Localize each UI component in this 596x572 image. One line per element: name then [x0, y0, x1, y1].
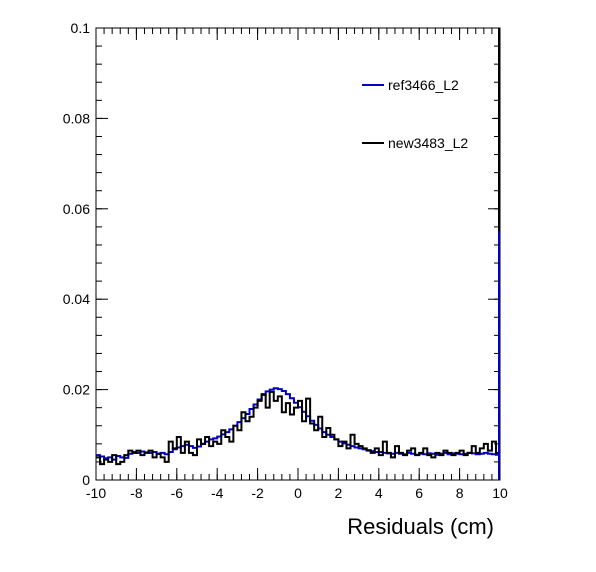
- x-axis-title: Residuals (cm): [347, 514, 494, 539]
- legend-label-ref: ref3466_L2: [388, 77, 459, 93]
- x-tick-label: -4: [211, 485, 224, 501]
- y-tick-label: 0.04: [63, 291, 90, 307]
- y-tick-label: 0.02: [63, 382, 90, 398]
- legend: ref3466_L2 new3483_L2: [356, 72, 492, 172]
- y-tick-label: 0.08: [63, 110, 90, 126]
- y-tick-label: 0: [82, 472, 90, 488]
- x-tick-label: 10: [492, 485, 508, 501]
- x-tick-label: 8: [456, 485, 464, 501]
- series-new3483_L2: [96, 390, 500, 466]
- axes-layer: -10 -8 -6 -4 -2 0 2 4 6 8 10 0 0.02 0.04 0.06 0.08 0.1: [63, 20, 508, 501]
- legend-label-new: new3483_L2: [388, 135, 468, 151]
- x-tick-label: -2: [251, 485, 264, 501]
- x-tick-label: -8: [130, 485, 143, 501]
- legend-box: [356, 72, 492, 172]
- x-tick-label: 4: [375, 485, 383, 501]
- y-tick-label: 0.06: [63, 201, 90, 217]
- x-tick-label: -6: [171, 485, 184, 501]
- x-tick-label: 6: [415, 485, 423, 501]
- y-tick-label: 0.1: [71, 20, 91, 36]
- x-tick-label: 2: [335, 485, 343, 501]
- x-tick-label: 0: [294, 485, 302, 501]
- histogram-layer: [96, 28, 500, 480]
- x-tick-label: -10: [86, 485, 106, 501]
